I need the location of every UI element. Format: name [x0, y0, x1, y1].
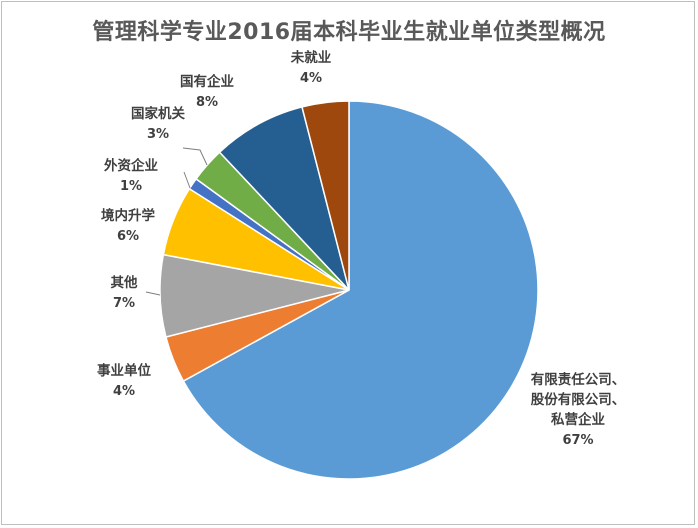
slice-value-label: 7%	[113, 296, 135, 311]
slice-value-label: 8%	[196, 95, 218, 110]
slice-label: 未就业	[291, 49, 332, 66]
slice-value-label: 1%	[120, 179, 142, 194]
slice-value-label: 3%	[147, 127, 169, 142]
slice-label: 国家机关	[131, 105, 185, 122]
leader-line	[182, 147, 208, 166]
leader-line	[183, 171, 191, 189]
pie-slice	[182, 100, 539, 480]
chart-title: 管理科学专业2016届本科毕业生就业单位类型概况	[92, 20, 606, 45]
slice-label: 境内升学	[101, 207, 155, 224]
slice-label: 事业单位	[97, 362, 151, 379]
slice-value-label: 6%	[117, 229, 139, 244]
pie-slice	[301, 100, 350, 291]
slice-label: 有限责任公司、	[531, 371, 626, 388]
slice-value-label: 67%	[562, 433, 593, 448]
slice-label: 外资企业	[104, 157, 158, 174]
slice-label: 其他	[111, 274, 138, 291]
slice-label: 私营企业	[551, 411, 605, 428]
slice-label: 国有企业	[180, 73, 234, 90]
leader-line	[145, 291, 161, 296]
slice-label: 股份有限公司、	[531, 391, 626, 408]
slice-value-label: 4%	[300, 71, 322, 86]
slice-value-label: 4%	[113, 384, 135, 399]
pie-slice	[218, 106, 350, 291]
